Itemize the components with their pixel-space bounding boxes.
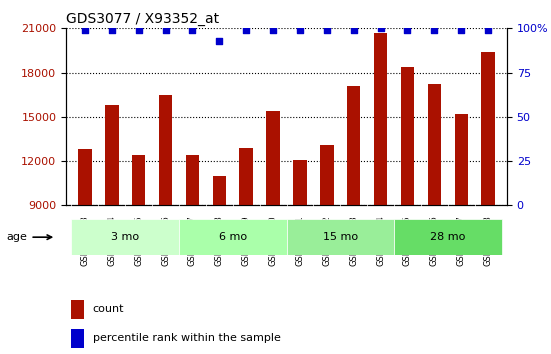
Text: percentile rank within the sample: percentile rank within the sample [93, 333, 280, 343]
Point [484, 27, 493, 33]
FancyBboxPatch shape [72, 219, 179, 255]
Point [457, 27, 466, 33]
Bar [71, 300, 84, 319]
Point [215, 38, 224, 44]
Text: age: age [7, 232, 52, 242]
Point [376, 25, 385, 31]
Text: GDS3077 / X93352_at: GDS3077 / X93352_at [66, 12, 219, 26]
Bar [293, 160, 307, 338]
Point [295, 27, 304, 33]
Bar [401, 67, 414, 338]
Bar [78, 149, 91, 338]
Bar [71, 329, 84, 348]
Point [430, 27, 439, 33]
Text: 28 mo: 28 mo [430, 232, 466, 242]
Bar [482, 52, 495, 338]
Point [349, 27, 358, 33]
Bar [320, 145, 333, 338]
Bar [213, 176, 226, 338]
Point [242, 27, 251, 33]
FancyBboxPatch shape [287, 219, 394, 255]
Point [134, 27, 143, 33]
Text: 3 mo: 3 mo [111, 232, 139, 242]
Text: 6 mo: 6 mo [219, 232, 247, 242]
Bar [455, 114, 468, 338]
Bar [240, 148, 253, 338]
Point [322, 27, 331, 33]
Bar [347, 86, 360, 338]
Text: count: count [93, 304, 124, 314]
Point [80, 27, 89, 33]
Point [403, 27, 412, 33]
Bar [186, 155, 199, 338]
Bar [159, 95, 172, 338]
FancyBboxPatch shape [394, 219, 501, 255]
Bar [105, 105, 118, 338]
Bar [266, 111, 280, 338]
Text: 15 mo: 15 mo [323, 232, 358, 242]
Point [107, 27, 116, 33]
Point [161, 27, 170, 33]
Bar [132, 155, 145, 338]
FancyBboxPatch shape [179, 219, 287, 255]
Bar [374, 33, 387, 338]
Point [188, 27, 197, 33]
Bar [428, 84, 441, 338]
Point [269, 27, 278, 33]
